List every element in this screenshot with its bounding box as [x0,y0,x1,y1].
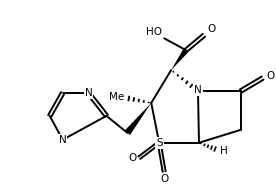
Text: O: O [160,174,168,184]
Text: O: O [267,71,275,81]
Text: O: O [207,24,215,34]
Text: HO: HO [146,27,162,37]
Text: Me: Me [109,92,124,102]
Text: H: H [220,146,228,156]
Text: N: N [194,85,202,95]
Text: S: S [156,138,163,148]
Text: N: N [59,135,67,145]
Text: N: N [85,88,92,98]
Polygon shape [171,48,189,70]
Polygon shape [125,103,151,135]
Text: O: O [128,153,136,163]
